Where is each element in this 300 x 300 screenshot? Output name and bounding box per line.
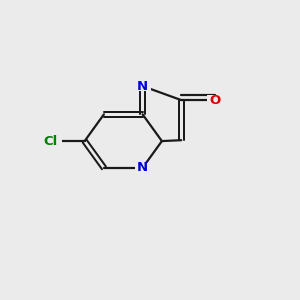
Bar [134,163,151,172]
Bar [39,134,62,148]
Text: O: O [210,94,221,106]
Text: N: N [137,161,148,174]
Bar [207,95,224,105]
Text: N: N [137,80,148,93]
Bar [134,81,151,91]
Text: Cl: Cl [43,135,58,148]
